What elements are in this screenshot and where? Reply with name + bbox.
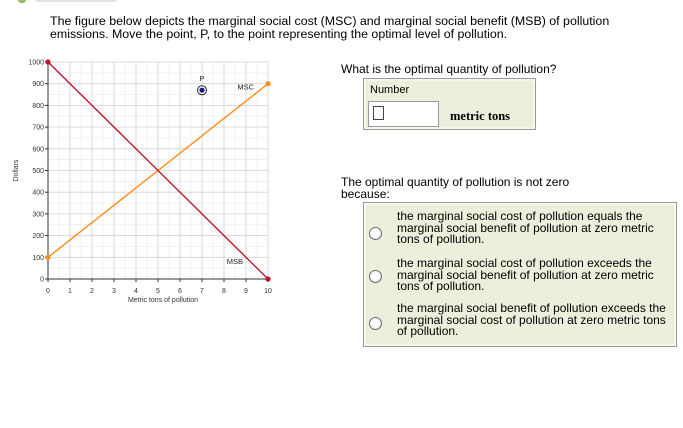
unit-label: metric tons [450,109,511,123]
top-faint-bar [36,0,116,2]
msc-endpoint [265,81,271,87]
x-axis-title: Metric tons of pollution [128,297,198,304]
point-p-label: P [199,74,204,83]
x-tick-label: 8 [222,288,226,295]
msc-label: MSC [237,83,254,92]
y-tick-label: 300 [32,211,44,218]
y-tick-label: 100 [32,255,44,262]
point-p-marker[interactable] [199,87,205,93]
reason-question: The optimal quantity of pollution is not… [341,175,570,201]
number-label: Number [370,84,410,96]
y-tick-label: 600 [32,146,44,153]
x-tick-label: 0 [46,288,50,295]
graph-area: 0 100 200 300 400 500 600 700 800 900 1000 0 1 2 3 4 5 6 7… [0,55,300,320]
y-axis-title: Dollars [13,159,20,181]
y-tick-label: 900 [32,81,44,88]
x-tick-label: 4 [134,288,138,295]
x-tick-label: 10 [264,288,272,295]
x-tick-label: 5 [156,288,160,295]
quantity-question: What is the optimal quantity of pollutio… [341,62,557,76]
y-tick-label: 400 [32,190,44,197]
radio-button-1[interactable] [369,227,382,240]
radio-button-2[interactable] [369,270,382,283]
top-accent [18,0,26,3]
choice-text-2: the marginal social cost of pollution ex… [397,256,654,294]
x-tick-label: 9 [244,288,248,295]
x-tick-label: 3 [112,288,116,295]
number-answer-panel: Number metric tons [363,78,536,130]
y-tick-label: 1000 [28,60,44,67]
msc-endpoint [45,254,51,260]
y-tick-label: 700 [32,125,44,132]
msb-endpoint [265,276,271,282]
top-strip [0,0,683,4]
y-tick-label: 500 [32,168,44,175]
x-tick-label: 2 [90,288,94,295]
x-tick-label: 6 [178,288,182,295]
choice-text-1: the marginal social cost of pollution eq… [397,209,654,247]
x-tick-label: 1 [68,288,72,295]
msb-curve [47,61,269,280]
x-tick-label: 7 [200,288,204,295]
msb-label: MSB [227,257,243,266]
pollution-chart: 0 100 200 300 400 500 600 700 800 900 1000 0 1 2 3 4 5 6 7… [13,59,272,304]
choices-panel: the marginal social cost of pollution eq… [363,202,677,347]
quantity-input[interactable] [373,106,384,120]
number-input-box [368,101,439,127]
y-tick-label: 200 [32,233,44,240]
question-prompt: The figure below depicts the marginal so… [50,14,610,41]
radio-button-3[interactable] [369,317,382,330]
msb-endpoint [45,59,51,65]
y-tick-label: 0 [40,277,44,284]
choice-text-3: the marginal social benefit of pollution… [397,301,666,339]
y-tick-label: 800 [32,103,44,110]
